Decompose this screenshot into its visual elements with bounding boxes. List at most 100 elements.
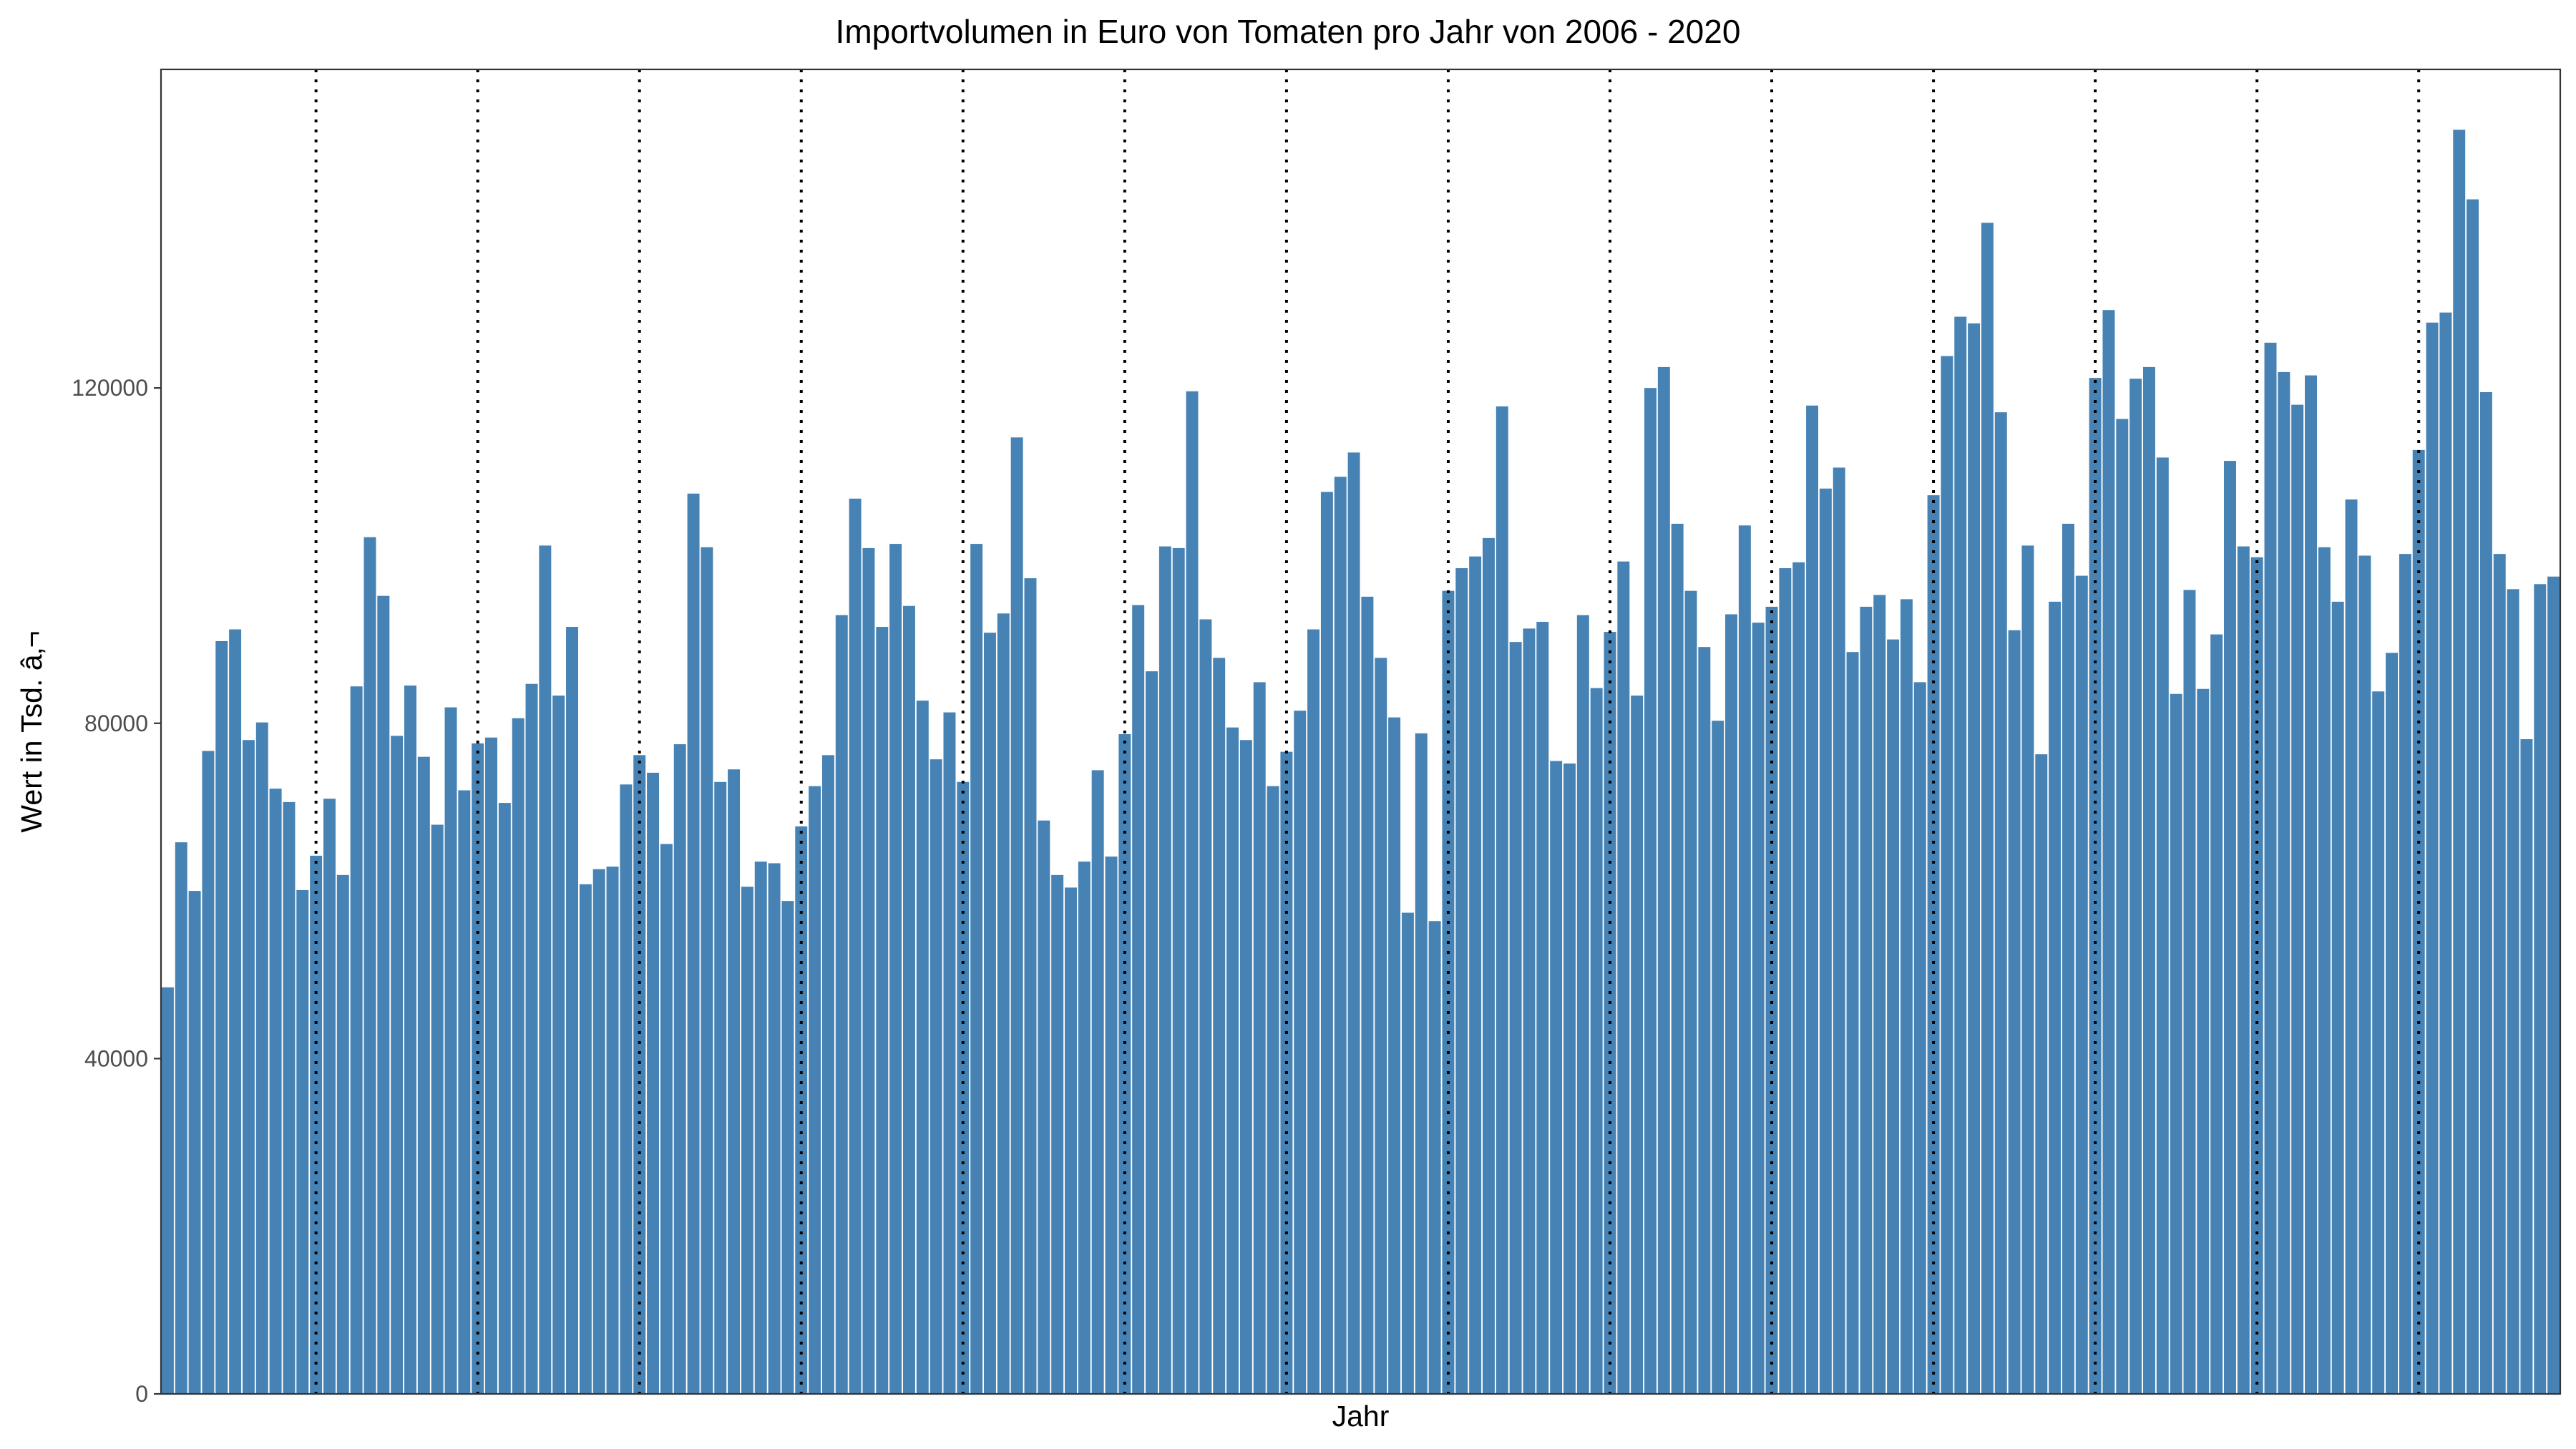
bar-month-52 bbox=[849, 498, 862, 1394]
bar-month-36 bbox=[633, 755, 646, 1394]
bar-month-65 bbox=[1024, 578, 1037, 1394]
bar-month-100 bbox=[1496, 406, 1508, 1395]
bar-month-112 bbox=[1657, 366, 1670, 1394]
bar-month-157 bbox=[2264, 342, 2277, 1394]
bar-month-117 bbox=[1725, 614, 1737, 1394]
bar-month-70 bbox=[1091, 770, 1104, 1394]
y-axis: 0 40000 80000 120000 bbox=[72, 375, 161, 1407]
bar-month-178 bbox=[2547, 576, 2560, 1394]
bar-month-3 bbox=[188, 891, 201, 1394]
bar-month-104 bbox=[1550, 761, 1563, 1394]
bar-month-19 bbox=[404, 686, 416, 1394]
bar-month-175 bbox=[2507, 589, 2519, 1394]
bar-month-10 bbox=[283, 801, 296, 1394]
bar-month-147 bbox=[2129, 379, 2142, 1394]
bar-month-138 bbox=[2008, 630, 2021, 1394]
bar-month-150 bbox=[2170, 693, 2182, 1394]
bar-month-110 bbox=[1631, 696, 1644, 1394]
bars-layer bbox=[161, 130, 2560, 1395]
y-tick-label-80000: 80000 bbox=[84, 711, 148, 736]
bar-month-42 bbox=[714, 781, 727, 1394]
bar-month-27 bbox=[512, 718, 525, 1394]
bar-month-29 bbox=[539, 545, 552, 1395]
bar-month-129 bbox=[1887, 639, 1900, 1394]
bar-month-57 bbox=[916, 701, 929, 1394]
bar-month-173 bbox=[2479, 392, 2492, 1394]
bar-month-85 bbox=[1294, 711, 1307, 1394]
chart-title: Importvolumen in Euro von Tomaten pro Ja… bbox=[836, 13, 1741, 50]
bar-month-1 bbox=[161, 987, 174, 1394]
bar-month-37 bbox=[647, 772, 660, 1394]
bar-month-20 bbox=[417, 756, 430, 1394]
bar-month-86 bbox=[1307, 629, 1320, 1394]
bar-month-120 bbox=[1765, 606, 1778, 1395]
bar-month-25 bbox=[485, 737, 497, 1394]
bar-month-22 bbox=[444, 707, 457, 1394]
bar-month-6 bbox=[229, 629, 242, 1394]
bar-month-56 bbox=[902, 605, 915, 1394]
bar-month-121 bbox=[1779, 568, 1792, 1394]
bar-month-137 bbox=[1994, 412, 2007, 1394]
bar-month-134 bbox=[1954, 316, 1967, 1395]
bar-month-23 bbox=[458, 790, 471, 1394]
bar-month-17 bbox=[377, 595, 390, 1395]
bar-month-76 bbox=[1172, 547, 1185, 1395]
y-tick-label-0: 0 bbox=[135, 1381, 148, 1407]
bar-month-122 bbox=[1792, 562, 1805, 1394]
bar-month-141 bbox=[2049, 601, 2062, 1395]
bar-month-93 bbox=[1401, 912, 1414, 1394]
bar-month-12 bbox=[310, 855, 323, 1394]
bar-month-102 bbox=[1523, 628, 1536, 1394]
bar-month-38 bbox=[660, 844, 673, 1394]
bar-month-48 bbox=[795, 826, 808, 1394]
bar-month-161 bbox=[2318, 547, 2331, 1394]
bar-month-162 bbox=[2331, 601, 2344, 1395]
bar-month-103 bbox=[1536, 622, 1549, 1394]
bar-month-153 bbox=[2210, 634, 2223, 1394]
bar-month-111 bbox=[1644, 388, 1657, 1395]
bar-month-101 bbox=[1509, 642, 1522, 1394]
bar-month-82 bbox=[1253, 682, 1266, 1394]
bar-month-136 bbox=[1981, 223, 1994, 1394]
bar-month-72 bbox=[1118, 734, 1131, 1394]
bar-month-79 bbox=[1213, 658, 1226, 1395]
bar-month-44 bbox=[741, 887, 753, 1394]
bar-month-159 bbox=[2291, 404, 2304, 1394]
bar-month-67 bbox=[1051, 874, 1064, 1394]
bar-month-95 bbox=[1428, 921, 1441, 1394]
bar-month-32 bbox=[579, 884, 592, 1394]
bar-month-18 bbox=[391, 736, 404, 1394]
bar-month-68 bbox=[1065, 887, 1077, 1394]
bar-month-171 bbox=[2453, 130, 2466, 1395]
bar-month-60 bbox=[957, 781, 970, 1394]
bar-month-7 bbox=[242, 740, 255, 1394]
bar-month-140 bbox=[2035, 754, 2048, 1394]
bar-month-15 bbox=[350, 686, 363, 1394]
bar-month-132 bbox=[1927, 495, 1940, 1394]
bar-month-59 bbox=[943, 712, 956, 1394]
bar-month-98 bbox=[1469, 556, 1482, 1394]
bar-month-119 bbox=[1752, 623, 1765, 1395]
bar-month-142 bbox=[2062, 523, 2074, 1395]
bar-month-125 bbox=[1833, 467, 1845, 1394]
bar-month-75 bbox=[1158, 546, 1171, 1394]
bar-month-24 bbox=[472, 743, 484, 1394]
bar-month-163 bbox=[2345, 499, 2358, 1394]
bar-month-105 bbox=[1563, 763, 1576, 1394]
bar-month-33 bbox=[592, 869, 605, 1394]
bar-month-166 bbox=[2386, 653, 2399, 1394]
y-tick-label-40000: 40000 bbox=[84, 1045, 148, 1071]
bar-month-21 bbox=[431, 824, 444, 1394]
bar-month-73 bbox=[1132, 605, 1145, 1394]
bar-month-13 bbox=[323, 799, 336, 1394]
bar-month-135 bbox=[1968, 323, 1981, 1395]
bar-month-169 bbox=[2426, 322, 2439, 1394]
bar-month-61 bbox=[970, 544, 983, 1394]
bar-month-8 bbox=[255, 722, 268, 1394]
bar-month-151 bbox=[2183, 590, 2196, 1394]
bar-month-91 bbox=[1375, 658, 1387, 1395]
bar-month-46 bbox=[768, 863, 781, 1394]
bar-month-109 bbox=[1617, 561, 1630, 1395]
bar-month-28 bbox=[525, 683, 538, 1394]
bar-month-124 bbox=[1819, 488, 1832, 1394]
